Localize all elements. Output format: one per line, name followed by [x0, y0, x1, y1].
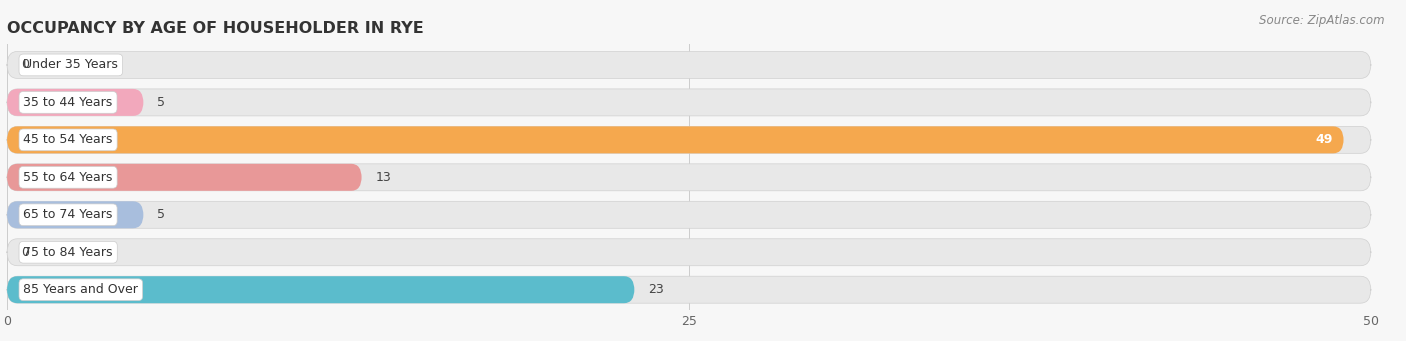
Text: 23: 23 [648, 283, 664, 296]
FancyBboxPatch shape [7, 201, 143, 228]
Text: 65 to 74 Years: 65 to 74 Years [24, 208, 112, 221]
Text: 49: 49 [1315, 133, 1333, 146]
Text: Under 35 Years: Under 35 Years [24, 58, 118, 71]
FancyBboxPatch shape [7, 127, 1371, 153]
FancyBboxPatch shape [7, 127, 1344, 153]
FancyBboxPatch shape [7, 89, 143, 116]
Text: 13: 13 [375, 171, 391, 184]
Text: 35 to 44 Years: 35 to 44 Years [24, 96, 112, 109]
FancyBboxPatch shape [7, 276, 1371, 303]
FancyBboxPatch shape [7, 201, 1371, 228]
Text: 0: 0 [21, 58, 28, 71]
FancyBboxPatch shape [7, 276, 634, 303]
FancyBboxPatch shape [7, 89, 1371, 116]
Text: 5: 5 [157, 208, 165, 221]
Text: 45 to 54 Years: 45 to 54 Years [24, 133, 112, 146]
Text: 5: 5 [157, 96, 165, 109]
Text: 55 to 64 Years: 55 to 64 Years [24, 171, 112, 184]
Text: 75 to 84 Years: 75 to 84 Years [24, 246, 112, 259]
Text: OCCUPANCY BY AGE OF HOUSEHOLDER IN RYE: OCCUPANCY BY AGE OF HOUSEHOLDER IN RYE [7, 21, 423, 36]
Text: 85 Years and Over: 85 Years and Over [24, 283, 138, 296]
FancyBboxPatch shape [7, 164, 1371, 191]
FancyBboxPatch shape [7, 239, 1371, 266]
FancyBboxPatch shape [7, 164, 361, 191]
Text: Source: ZipAtlas.com: Source: ZipAtlas.com [1260, 14, 1385, 27]
Text: 0: 0 [21, 246, 28, 259]
FancyBboxPatch shape [7, 51, 1371, 78]
